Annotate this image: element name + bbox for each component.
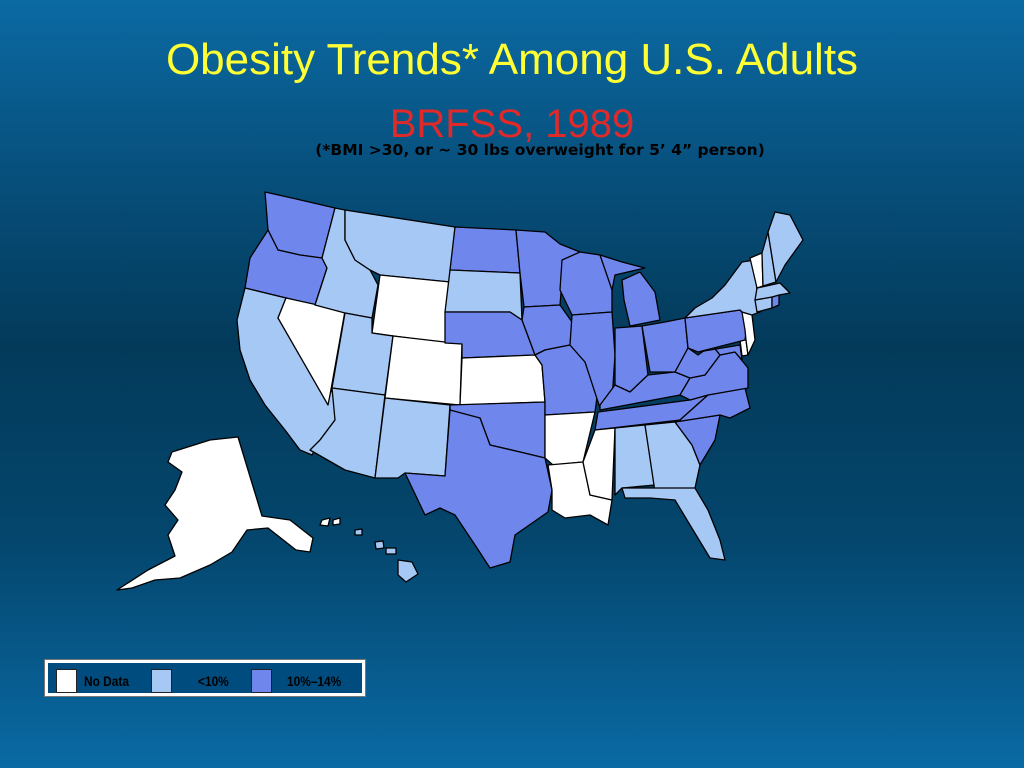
state-alaska [116, 436, 314, 591]
bmi-footnote: (*BMI >30, or ~ 30 lbs overweight for 5’… [315, 141, 765, 159]
state-kansas [459, 354, 546, 406]
state-alaska-islands [319, 517, 341, 527]
state-mississippi [582, 427, 616, 501]
legend-label-no-data: No Data [84, 673, 129, 689]
state-colorado [384, 335, 463, 406]
slide-title: Obesity Trends* Among U.S. Adults [165, 35, 859, 84]
legend-background: No Data <10% 10%–14% [48, 663, 362, 693]
state-michigan [599, 254, 661, 327]
slide-subtitle: BRFSS, 1989 [389, 102, 635, 146]
state-new-york [684, 259, 761, 319]
legend-swatch-no-data [56, 669, 77, 693]
state-wisconsin [559, 251, 613, 316]
state-new-mexico [374, 397, 451, 479]
state-wyoming [371, 274, 451, 344]
legend-swatch-10-to-14 [251, 669, 272, 693]
state-alabama [614, 424, 656, 496]
state-texas [404, 409, 553, 569]
state-florida [621, 487, 726, 561]
state-hawaii [354, 528, 419, 583]
state-missouri [534, 344, 599, 416]
state-maine [767, 211, 804, 283]
legend-label-10-to-14: 10%–14% [287, 673, 342, 689]
state-north-dakota [449, 226, 521, 274]
map-legend: No Data <10% 10%–14% [44, 659, 366, 697]
state-massachusetts [754, 282, 791, 301]
legend-label-under-10: <10% [198, 673, 229, 689]
legend-swatch-under-10 [151, 669, 172, 693]
